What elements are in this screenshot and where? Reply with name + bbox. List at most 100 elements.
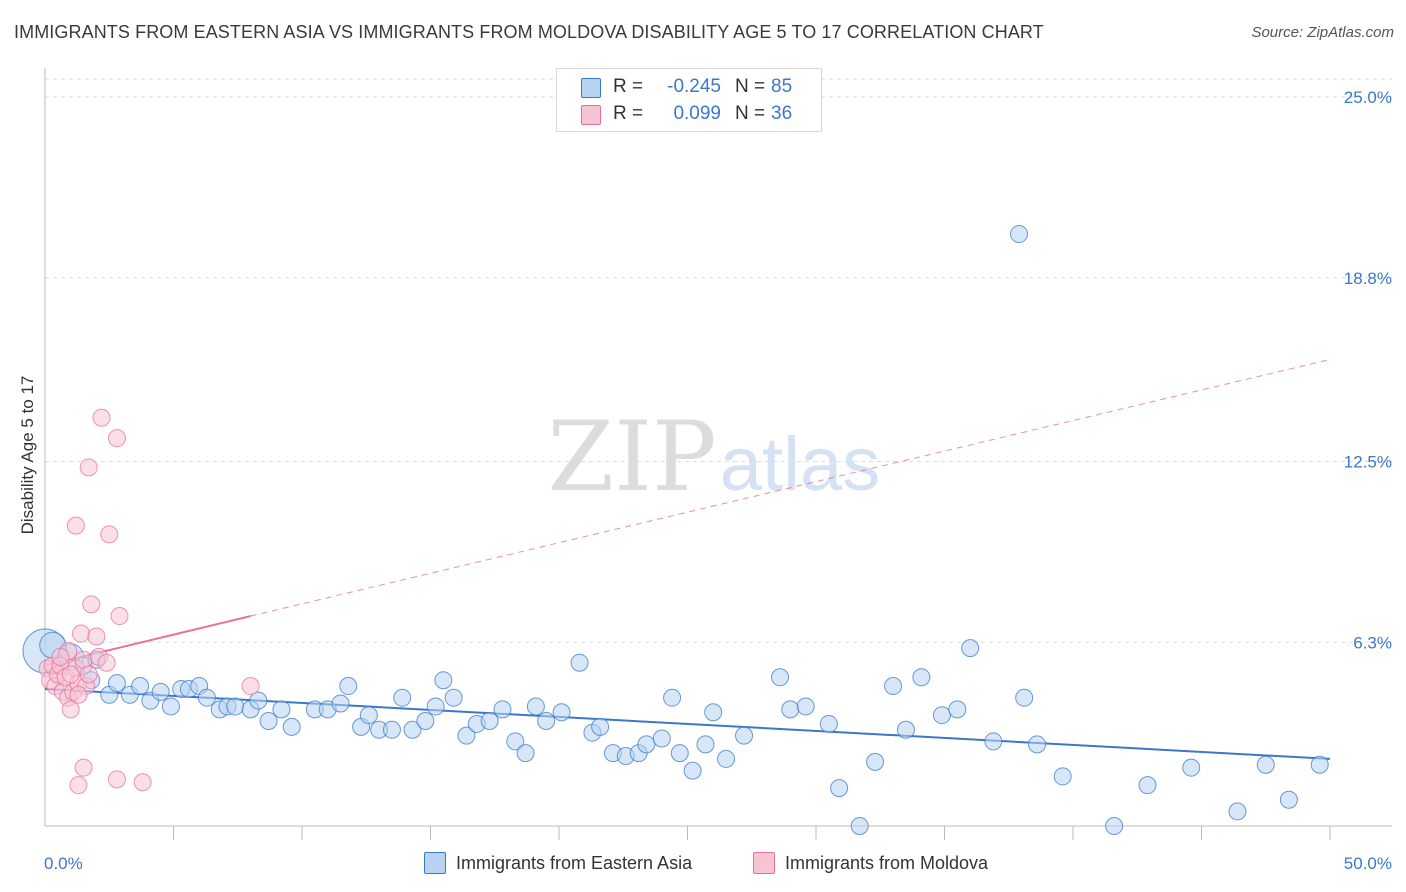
point-eastern-asia bbox=[652, 729, 671, 748]
watermark-zip: ZIP bbox=[547, 401, 716, 513]
bottom-legend-swatch-blue bbox=[424, 852, 446, 874]
legend-r-label: R = bbox=[613, 76, 644, 97]
point-moldova bbox=[100, 525, 119, 544]
point-eastern-asia bbox=[226, 697, 245, 716]
legend-n-value: 36 bbox=[771, 103, 793, 124]
point-eastern-asia bbox=[932, 706, 951, 725]
point-moldova bbox=[241, 677, 260, 696]
point-eastern-asia bbox=[781, 700, 800, 719]
point-moldova bbox=[61, 665, 80, 684]
point-eastern-asia bbox=[506, 732, 525, 751]
point-eastern-asia bbox=[670, 744, 689, 763]
point-moldova bbox=[107, 770, 126, 789]
point-eastern-asia bbox=[552, 703, 571, 722]
point-eastern-asia bbox=[393, 688, 412, 707]
chart-title: IMMIGRANTS FROM EASTERN ASIA VS IMMIGRAN… bbox=[14, 22, 1044, 42]
point-moldova bbox=[133, 773, 152, 792]
point-eastern-asia bbox=[637, 735, 656, 754]
point-moldova bbox=[92, 408, 111, 427]
point-moldova bbox=[110, 607, 129, 626]
bottom-legend-swatch-pink bbox=[753, 852, 775, 874]
point-eastern-asia bbox=[570, 653, 589, 672]
point-eastern-asia bbox=[537, 712, 556, 731]
legend-r-value: -0.245 bbox=[667, 76, 721, 97]
correlation-legend: R = -0.245 N = 85 R = 0.099 N = 36 bbox=[556, 68, 822, 132]
point-eastern-asia bbox=[526, 697, 545, 716]
point-moldova bbox=[61, 700, 80, 719]
point-eastern-asia bbox=[382, 720, 401, 739]
y-tick-label: 12.5% bbox=[1344, 453, 1392, 472]
point-eastern-asia bbox=[493, 700, 512, 719]
point-eastern-asia bbox=[282, 717, 301, 736]
point-eastern-asia bbox=[912, 668, 931, 687]
point-eastern-asia bbox=[771, 668, 790, 687]
point-eastern-asia bbox=[259, 712, 278, 731]
point-moldova bbox=[66, 516, 85, 535]
point-moldova bbox=[82, 595, 101, 614]
grid-lines bbox=[45, 78, 1392, 643]
x-tick-label: 0.0% bbox=[44, 854, 83, 873]
point-eastern-asia bbox=[717, 749, 736, 768]
point-eastern-asia bbox=[416, 712, 435, 731]
point-eastern-asia bbox=[1256, 755, 1275, 774]
point-eastern-asia bbox=[131, 677, 150, 696]
point-eastern-asia bbox=[796, 697, 815, 716]
point-eastern-asia bbox=[896, 720, 915, 739]
legend-n-label: N = bbox=[735, 76, 766, 97]
point-eastern-asia bbox=[830, 779, 849, 798]
y-tick-label: 6.3% bbox=[1353, 633, 1392, 652]
point-moldova bbox=[51, 647, 70, 666]
point-eastern-asia bbox=[591, 717, 610, 736]
point-moldova bbox=[79, 458, 98, 477]
point-eastern-asia bbox=[161, 697, 180, 716]
source-label: Source: ZipAtlas.com bbox=[1251, 24, 1394, 41]
point-moldova bbox=[69, 685, 88, 704]
legend-n-value: 85 bbox=[771, 76, 793, 97]
point-eastern-asia bbox=[735, 726, 754, 745]
point-eastern-asia bbox=[444, 688, 463, 707]
point-eastern-asia bbox=[1310, 755, 1329, 774]
point-eastern-asia bbox=[426, 697, 445, 716]
point-moldova bbox=[79, 665, 98, 684]
watermark-atlas: atlas bbox=[720, 422, 881, 507]
legend-swatch-pink bbox=[581, 105, 601, 125]
point-eastern-asia bbox=[1015, 688, 1034, 707]
point-eastern-asia bbox=[1228, 802, 1247, 821]
point-eastern-asia bbox=[850, 817, 869, 835]
point-eastern-asia bbox=[984, 732, 1003, 751]
point-eastern-asia bbox=[331, 694, 350, 713]
trend-line-moldova-extension bbox=[250, 358, 1331, 617]
point-eastern-asia bbox=[1138, 776, 1157, 795]
point-eastern-asia bbox=[1279, 790, 1298, 809]
point-eastern-asia bbox=[1182, 758, 1201, 777]
bottom-legend-label: Immigrants from Moldova bbox=[785, 853, 989, 873]
point-eastern-asia bbox=[480, 712, 499, 731]
data-points bbox=[22, 225, 1329, 835]
axes bbox=[44, 68, 1392, 840]
point-eastern-asia bbox=[683, 761, 702, 780]
watermark: ZIP atlas bbox=[547, 401, 880, 513]
point-moldova bbox=[69, 776, 88, 795]
point-eastern-asia bbox=[948, 700, 967, 719]
point-eastern-asia bbox=[1028, 735, 1047, 754]
point-eastern-asia bbox=[1105, 817, 1124, 835]
point-eastern-asia bbox=[1010, 225, 1029, 244]
point-eastern-asia bbox=[151, 682, 170, 701]
y-tick-label: 18.8% bbox=[1344, 269, 1392, 288]
point-eastern-asia bbox=[249, 691, 268, 710]
point-eastern-asia bbox=[339, 677, 358, 696]
point-eastern-asia bbox=[1053, 767, 1072, 786]
point-eastern-asia bbox=[663, 688, 682, 707]
point-eastern-asia bbox=[819, 714, 838, 733]
point-eastern-asia bbox=[516, 744, 535, 763]
point-moldova bbox=[107, 429, 126, 448]
point-eastern-asia bbox=[961, 639, 980, 658]
legend-n-label: N = bbox=[735, 103, 766, 124]
point-eastern-asia bbox=[696, 735, 715, 754]
bottom-legend-label: Immigrants from Eastern Asia bbox=[456, 853, 693, 873]
point-moldova bbox=[74, 758, 93, 777]
legend-r-value: 0.099 bbox=[673, 103, 721, 124]
point-moldova bbox=[97, 653, 116, 672]
point-moldova bbox=[87, 627, 106, 646]
